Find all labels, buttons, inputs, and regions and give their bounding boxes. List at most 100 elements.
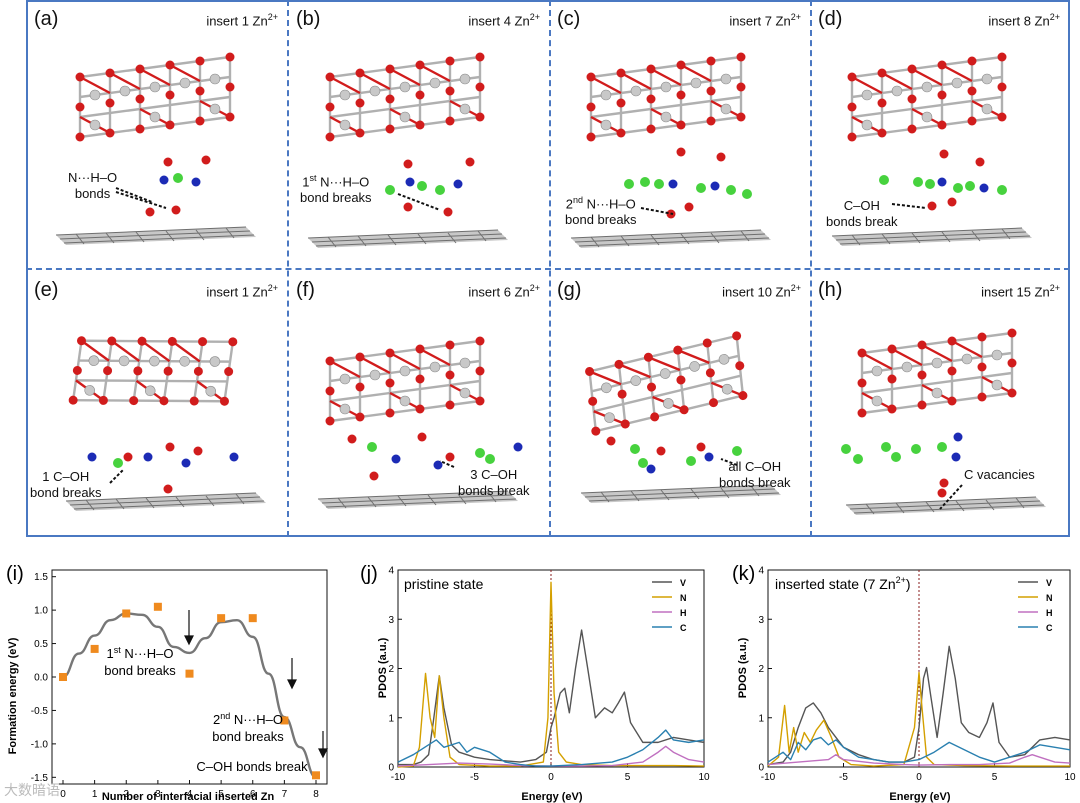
panel-g: (g) insert 10 Zn2+ all C–OH bonds break [551,271,809,535]
x-tick-label: 5 [625,772,631,783]
panel-label: (e) [34,279,59,301]
molecular-structure [55,51,257,246]
formation-energy-chart: (i) Formation energy (eV) Number of inte… [6,563,328,803]
y-axis-label: PDOS (a.u.) [737,637,749,698]
chart-title: pristine state [404,576,484,592]
annotation: 1 C–OH bond breaks [30,469,102,500]
arrows [184,610,328,759]
panel-label: (h) [818,279,843,301]
annotation: all C–OH bonds break [719,459,791,490]
data-point [59,673,67,681]
panel-d: (d) insert 8 Zn2+ C–OH bonds break [812,2,1068,267]
data-point [217,614,226,623]
y-tick-label: 1.5 [34,572,48,583]
x-tick-label: -5 [470,772,479,783]
data-point [248,614,257,623]
x-tick-label: 10 [698,772,710,783]
chart-tag: (i) [6,563,24,585]
panel-f: (f) insert 6 Zn2+ 3 C–OH bonds break [290,271,548,535]
molecular-structure [65,314,267,512]
panel-label: (d) [818,8,843,30]
panel-label: (g) [557,279,582,301]
x-tick-label: 0 [60,789,66,800]
x-tick-label: 5 [218,789,224,800]
y-tick-label: 0.5 [34,639,48,650]
grid-divider [26,268,1070,270]
y-tick-label: 1.0 [34,606,48,617]
chart-tag: (j) [360,563,378,585]
x-tick-label: 2 [123,789,129,800]
annotation: C vacancies [964,467,1035,482]
trend-line [62,612,317,779]
legend-label: C [680,623,687,633]
y-tick-label: 0.0 [34,673,48,684]
legend-label: C [1046,623,1053,633]
y-tick-label: 2 [388,664,394,675]
panel-e: (e) insert 1 Zn2+ 1 C–OH bond breaks [28,271,286,535]
y-tick-label: -1.5 [31,773,49,784]
molecular-structure [841,327,1047,516]
insert-label: insert 8 Zn2+ [988,12,1060,29]
insert-label: insert 6 Zn2+ [468,283,540,300]
x-tick-label: 5 [992,772,998,783]
annotation-second-break: 2nd N···H–O [213,711,283,727]
y-tick-label: 4 [388,566,394,577]
insert-label: insert 7 Zn2+ [729,12,801,29]
panel-h: (h) insert 15 Zn2+ C vacancies [812,271,1068,535]
x-tick-label: -5 [839,772,848,783]
y-tick-label: -1.0 [31,739,49,750]
molecular-structure [570,51,772,249]
x-tick-label: -10 [761,772,776,783]
pdos-inserted-chart: (k) PDOS (a.u.) Energy (eV) inserted sta… [732,563,1076,803]
y-axis-label: Formation energy (eV) [7,637,19,754]
pdos-pristine-chart: (j) PDOS (a.u.) Energy (eV) pristine sta… [360,563,710,803]
legend-label: N [1046,593,1053,603]
panel-label: (b) [296,8,321,30]
x-tick-label: 0 [548,772,554,783]
series-line-V [767,645,1071,766]
panel-b: (b) insert 4 Zn2+ 1st N···H–O bond breaks [290,2,548,267]
annotation-cooh-break: C–OH bonds break [196,759,308,774]
panel-label: (f) [296,279,315,301]
y-tick-label: -0.5 [31,706,49,717]
annotation-first-break: 1st N···H–O [107,645,174,661]
chart-title: inserted state (7 Zn2+) [775,575,911,592]
y-tick-label: 0 [758,763,764,774]
annotation: 2nd N···H–O bond breaks [565,195,637,228]
panel-c: (c) insert 7 Zn2+ 2nd N···H–O bond breaks [551,2,809,267]
x-tick-label: 8 [313,789,319,800]
annotation-first-break: bond breaks [104,663,176,678]
legend-label: V [680,578,686,588]
x-tick-label: 6 [250,789,256,800]
legend-label: H [1046,608,1053,618]
y-tick-label: 2 [758,664,764,675]
insert-label: insert 15 Zn2+ [981,283,1060,300]
data-point [122,609,131,618]
annotation: 1st N···H–O bond breaks [300,173,372,206]
y-tick-label: 4 [758,566,764,577]
x-axis-label: Energy (eV) [889,791,950,803]
data-point [153,602,162,611]
x-tick-label: 7 [282,789,288,800]
x-tick-label: -10 [391,772,406,783]
panel-label: (c) [557,8,581,30]
series-line-C [767,736,1071,763]
panel-label: (a) [34,8,59,30]
series-line-H [397,745,705,767]
molecular-structure [307,51,509,249]
x-axis-label: Number of interfacial inserted Zn [102,791,275,803]
y-tick-label: 1 [388,713,394,724]
molecular-structure [317,335,523,510]
molecular-structure [831,51,1033,247]
y-tick-label: 3 [758,615,764,626]
x-tick-label: 10 [1064,772,1076,783]
insert-label: insert 10 Zn2+ [722,283,801,300]
annotation: C–OH bonds break [826,198,898,229]
watermark: 大数暗语 [4,782,60,798]
legend-label: H [680,608,687,618]
chart-tag: (k) [732,563,755,585]
molecular-structure [580,329,782,504]
legend-label: N [680,593,687,603]
y-tick-label: 3 [388,615,394,626]
data-point [280,716,289,725]
